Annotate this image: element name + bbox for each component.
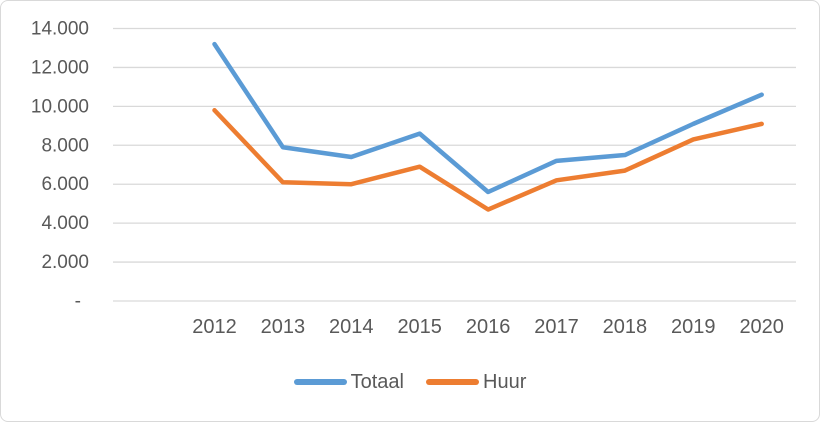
- y-tick-label: 4.000: [41, 213, 89, 234]
- x-tick-label: 2019: [671, 316, 716, 338]
- x-tick-label: 2012: [192, 316, 237, 338]
- legend-item-huur[interactable]: Huur: [426, 369, 526, 395]
- legend-label-totaal: Totaal: [350, 371, 404, 393]
- legend: Totaal Huur: [1, 369, 819, 395]
- series-line-totaal: [212, 41, 764, 195]
- x-tick-label: 2015: [397, 316, 442, 338]
- x-tick-label: 2018: [603, 316, 648, 338]
- y-tick-label: 12.000: [31, 57, 89, 78]
- x-tick-label: 2013: [261, 316, 306, 338]
- y-tick-label: 8.000: [41, 135, 89, 156]
- x-tick-label: 2020: [739, 316, 784, 338]
- x-tick-label: 2017: [534, 316, 579, 338]
- legend-item-totaal[interactable]: Totaal: [293, 369, 404, 395]
- y-tick-label: 10.000: [31, 96, 89, 117]
- x-tick-label: 2016: [466, 316, 511, 338]
- legend-label-huur: Huur: [483, 371, 527, 393]
- totaal-line-swatch: [293, 379, 347, 385]
- huur-line-swatch: [426, 379, 479, 385]
- y-tick-label: 14.000: [31, 19, 89, 40]
- y-tick-label: 2.000: [41, 252, 89, 273]
- x-tick-label: 2014: [329, 316, 374, 338]
- series-line-huur: [212, 108, 764, 212]
- y-tick-label: 6.000: [41, 174, 89, 195]
- y-tick-label: -: [75, 291, 81, 312]
